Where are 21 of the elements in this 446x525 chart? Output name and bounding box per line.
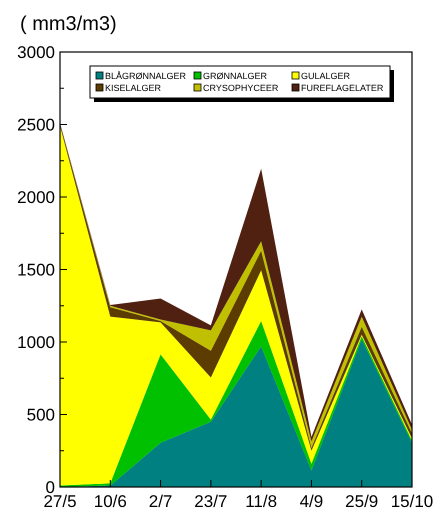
y-tick-label: 3000	[17, 42, 55, 62]
y-tick-label: 500	[26, 405, 55, 424]
y-axis-title: ( mm3/m3)	[20, 13, 117, 35]
x-tick-label: 4/9	[300, 492, 324, 511]
legend-label: CRYSOPHYCEER	[203, 83, 279, 93]
y-tick-label: 1000	[17, 332, 55, 352]
legend-label: FUREFLAGELATER	[301, 83, 384, 93]
x-tick-label: 27/5	[43, 492, 77, 511]
y-tick-label: 2500	[17, 115, 55, 134]
x-tick-label: 10/6	[94, 492, 127, 511]
y-tick-label: 2000	[17, 188, 55, 207]
legend-label: BLÅGRØNNALGER	[105, 71, 187, 81]
x-tick-label: 2/7	[148, 492, 172, 511]
x-tick-label: 23/7	[194, 492, 228, 511]
legend-label: GULALGER	[301, 71, 351, 81]
legend-label: GRØNNALGER	[203, 71, 268, 81]
legend-label: KISELALGER	[105, 83, 162, 93]
y-tick-label: 1500	[17, 260, 55, 280]
x-tick-label: 15/10	[390, 492, 434, 511]
x-tick-label: 25/9	[345, 492, 378, 511]
x-tick-label: 11/8	[245, 492, 278, 511]
